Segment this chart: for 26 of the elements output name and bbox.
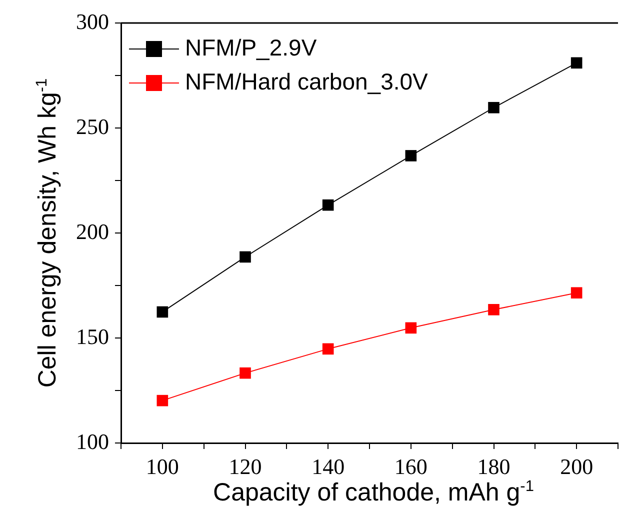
y-tick-label: 300 [76, 8, 109, 34]
x-tick-label: 120 [228, 454, 262, 479]
legend-label: NFM/P_2.9V [185, 34, 318, 60]
point [488, 304, 500, 316]
x-tick-label: 180 [477, 454, 510, 479]
point [570, 57, 582, 69]
y-tick-label: 200 [76, 218, 109, 244]
point [405, 322, 417, 334]
x-axis-title: Capacity of cathode, mAh g$^{-1}$ [212, 478, 535, 508]
point [405, 150, 417, 162]
y-tick-label: 150 [76, 324, 109, 349]
point [240, 251, 251, 263]
x-tick-label: 100 [146, 454, 179, 479]
y-tick-label: 250 [76, 114, 109, 139]
x-tick-label: 160 [394, 454, 428, 479]
point [322, 343, 334, 355]
legend-label: NFM/Hard carbon_3.0V [185, 68, 429, 94]
y-tick-label: 100 [76, 428, 109, 454]
point [488, 102, 500, 114]
point [156, 306, 168, 318]
point [570, 287, 582, 299]
x-tick-label: 200 [560, 454, 594, 479]
point [322, 199, 334, 211]
point [240, 367, 251, 379]
x-tick-label: 140 [312, 454, 345, 479]
point [156, 394, 168, 406]
